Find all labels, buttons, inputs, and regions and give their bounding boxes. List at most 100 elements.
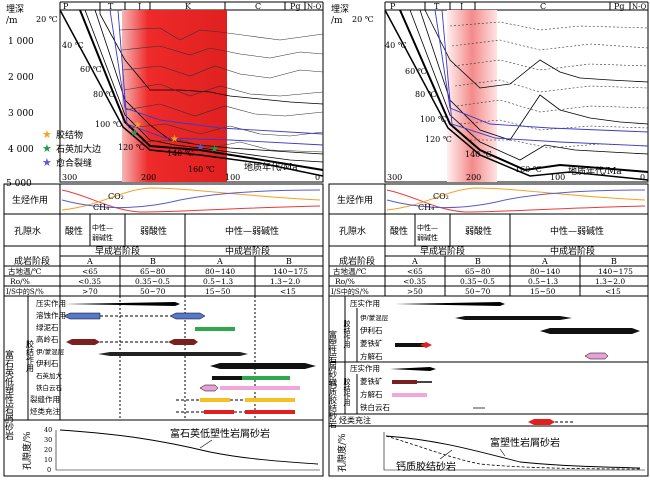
isotherm-label: 60 ℃ [405,67,427,76]
right-era-header: P T J C Pg N-Q [384,1,649,11]
era-label: Pg [614,2,625,11]
time-tick: 0 [315,173,320,182]
era-label: C [540,2,546,11]
isotherm-label: 20 ℃ [36,15,58,24]
stage-sub: A [216,257,223,266]
stage-value: 0.5~1.3 [528,277,558,286]
right-table-frame [328,183,649,477]
depth-axis-unit: /m [331,16,343,26]
group-label: 钙质胶结砂岩 [329,379,338,429]
depth-axis-title: 埋深 [331,4,349,15]
era-label: J [137,2,141,11]
process-label: 压实作用 [36,298,66,308]
isotherm-label: 160 ℃ [515,165,542,174]
curve-label: 钙质胶结砂岩 [396,460,456,473]
era-label: T [434,2,440,11]
right-group1-bars [395,302,640,360]
star-icon: ★ [170,134,179,145]
right-group2-labels: 压实作用 菱铁矿 方解石 铁白云石 [350,363,390,412]
row-label: I/S中的S/% [6,287,44,296]
stage-value: 15~50 [530,287,556,296]
process-label: 绿泥石 [36,323,59,332]
depth-axis-unit: /m [6,16,18,26]
isotherm-label: 80 ℃ [93,90,115,99]
star-icon: ★ [42,142,52,155]
row-label: Ro/% [10,277,30,286]
star-icon: ★ [42,128,52,141]
process-label: 铁白云石 [360,402,390,412]
process-label: 铁白云石 [36,383,63,392]
right-group1-labels: 压实作用 伊/蒙混层 伊利石 菱铁矿 方解石 [350,298,389,361]
pore-water-cell: 弱碱性 [417,233,438,242]
stage-value: <0.35 [403,277,426,286]
isotherm-label: 100 ℃ [95,120,122,129]
era-label: N-Q [632,3,646,11]
star-icon: ★ [133,120,142,131]
stage-value: 1.3~2.0 [595,277,625,286]
era-label: P [390,2,396,11]
process-label: 伊/蒙混层 [36,347,65,356]
row-label: Ro/% [335,277,355,286]
porosity-curve [385,435,641,470]
stage-sub: A [411,257,418,266]
right-isotherm-lines [449,21,649,149]
co2-label: CO₂ [108,192,124,201]
time-tick: 0 [640,173,645,182]
svg-text:40: 40 [44,426,52,434]
depth-tick: 3 000 [8,109,34,119]
co2-label: CO₂ [433,192,449,201]
pore-water-cell: 中性— [417,223,438,232]
curve-label: 富塑性岩屑砂岩 [490,436,560,449]
left-hydrocarbon-window [122,10,227,182]
stage-value: <15 [605,287,621,296]
curve-label: 富石英低塑性岩屑砂岩 [170,427,270,440]
star-icon: ★ [42,156,52,169]
pore-water-cell: 弱酸性 [140,225,167,237]
isotherm-label: 40 ℃ [62,41,84,50]
pore-water-cell: 弱酸性 [465,225,492,237]
group-label: 富塑性岩屑砂岩 [329,329,338,387]
depth-tick: 1 000 [8,37,34,47]
isotherm-label: 120 ℃ [118,143,145,152]
stage-value: <0.35 [78,277,101,286]
process-label: 伊/蒙混层 [360,313,389,322]
pore-water-cell: 酸性 [390,225,408,237]
stage-value: 65~80 [465,267,491,276]
row-label: 生烃作用 [12,194,48,206]
process-label: 伊利石 [360,325,383,335]
legend-label: 石英加大边 [56,143,101,155]
stage-early: 早成岩阶段 [420,245,465,257]
process-label: 菱铁矿 [360,338,383,348]
porosity-axis-label: 孔隙度/% [336,433,348,472]
row-label: 孔隙水 [339,225,366,237]
time-tick: 300 [387,173,402,182]
left-table-frame [3,183,324,477]
stage-value: 0.35~0.5 [460,277,495,286]
stage-value: <65 [82,267,98,276]
legend-label: 愈合裂缝 [56,157,92,169]
process-label: 方解石 [360,351,383,361]
stage-sub: B [475,257,481,266]
pore-water-cell: 中性— [92,223,113,232]
stage-value: 140~175 [598,267,633,276]
era-label: K [185,2,192,11]
stage-value: <15 [280,287,296,296]
stage-value: >50 [407,287,423,296]
row-label: 生烃作用 [337,194,373,206]
right-blue-curves [434,9,649,147]
time-tick: 200 [141,173,156,182]
stage-middle: 中成岩阶段 [550,245,595,257]
time-tick: 100 [225,173,240,182]
stage-middle: 中成岩阶段 [225,245,270,257]
stage-sub: A [86,257,93,266]
era-label: Pg [290,2,301,11]
left-isotherm-lines [119,27,324,153]
stage-value: 50~70 [140,287,166,296]
isotherm-label: 80 ℃ [415,90,437,99]
era-label: J [459,2,463,11]
time-axis-label: 地质年代/Ma [568,165,622,177]
ch4-label: CH₄ [93,203,109,212]
stage-value: 80~140 [530,267,560,276]
isotherm-label: 140 ℃ [167,149,194,158]
